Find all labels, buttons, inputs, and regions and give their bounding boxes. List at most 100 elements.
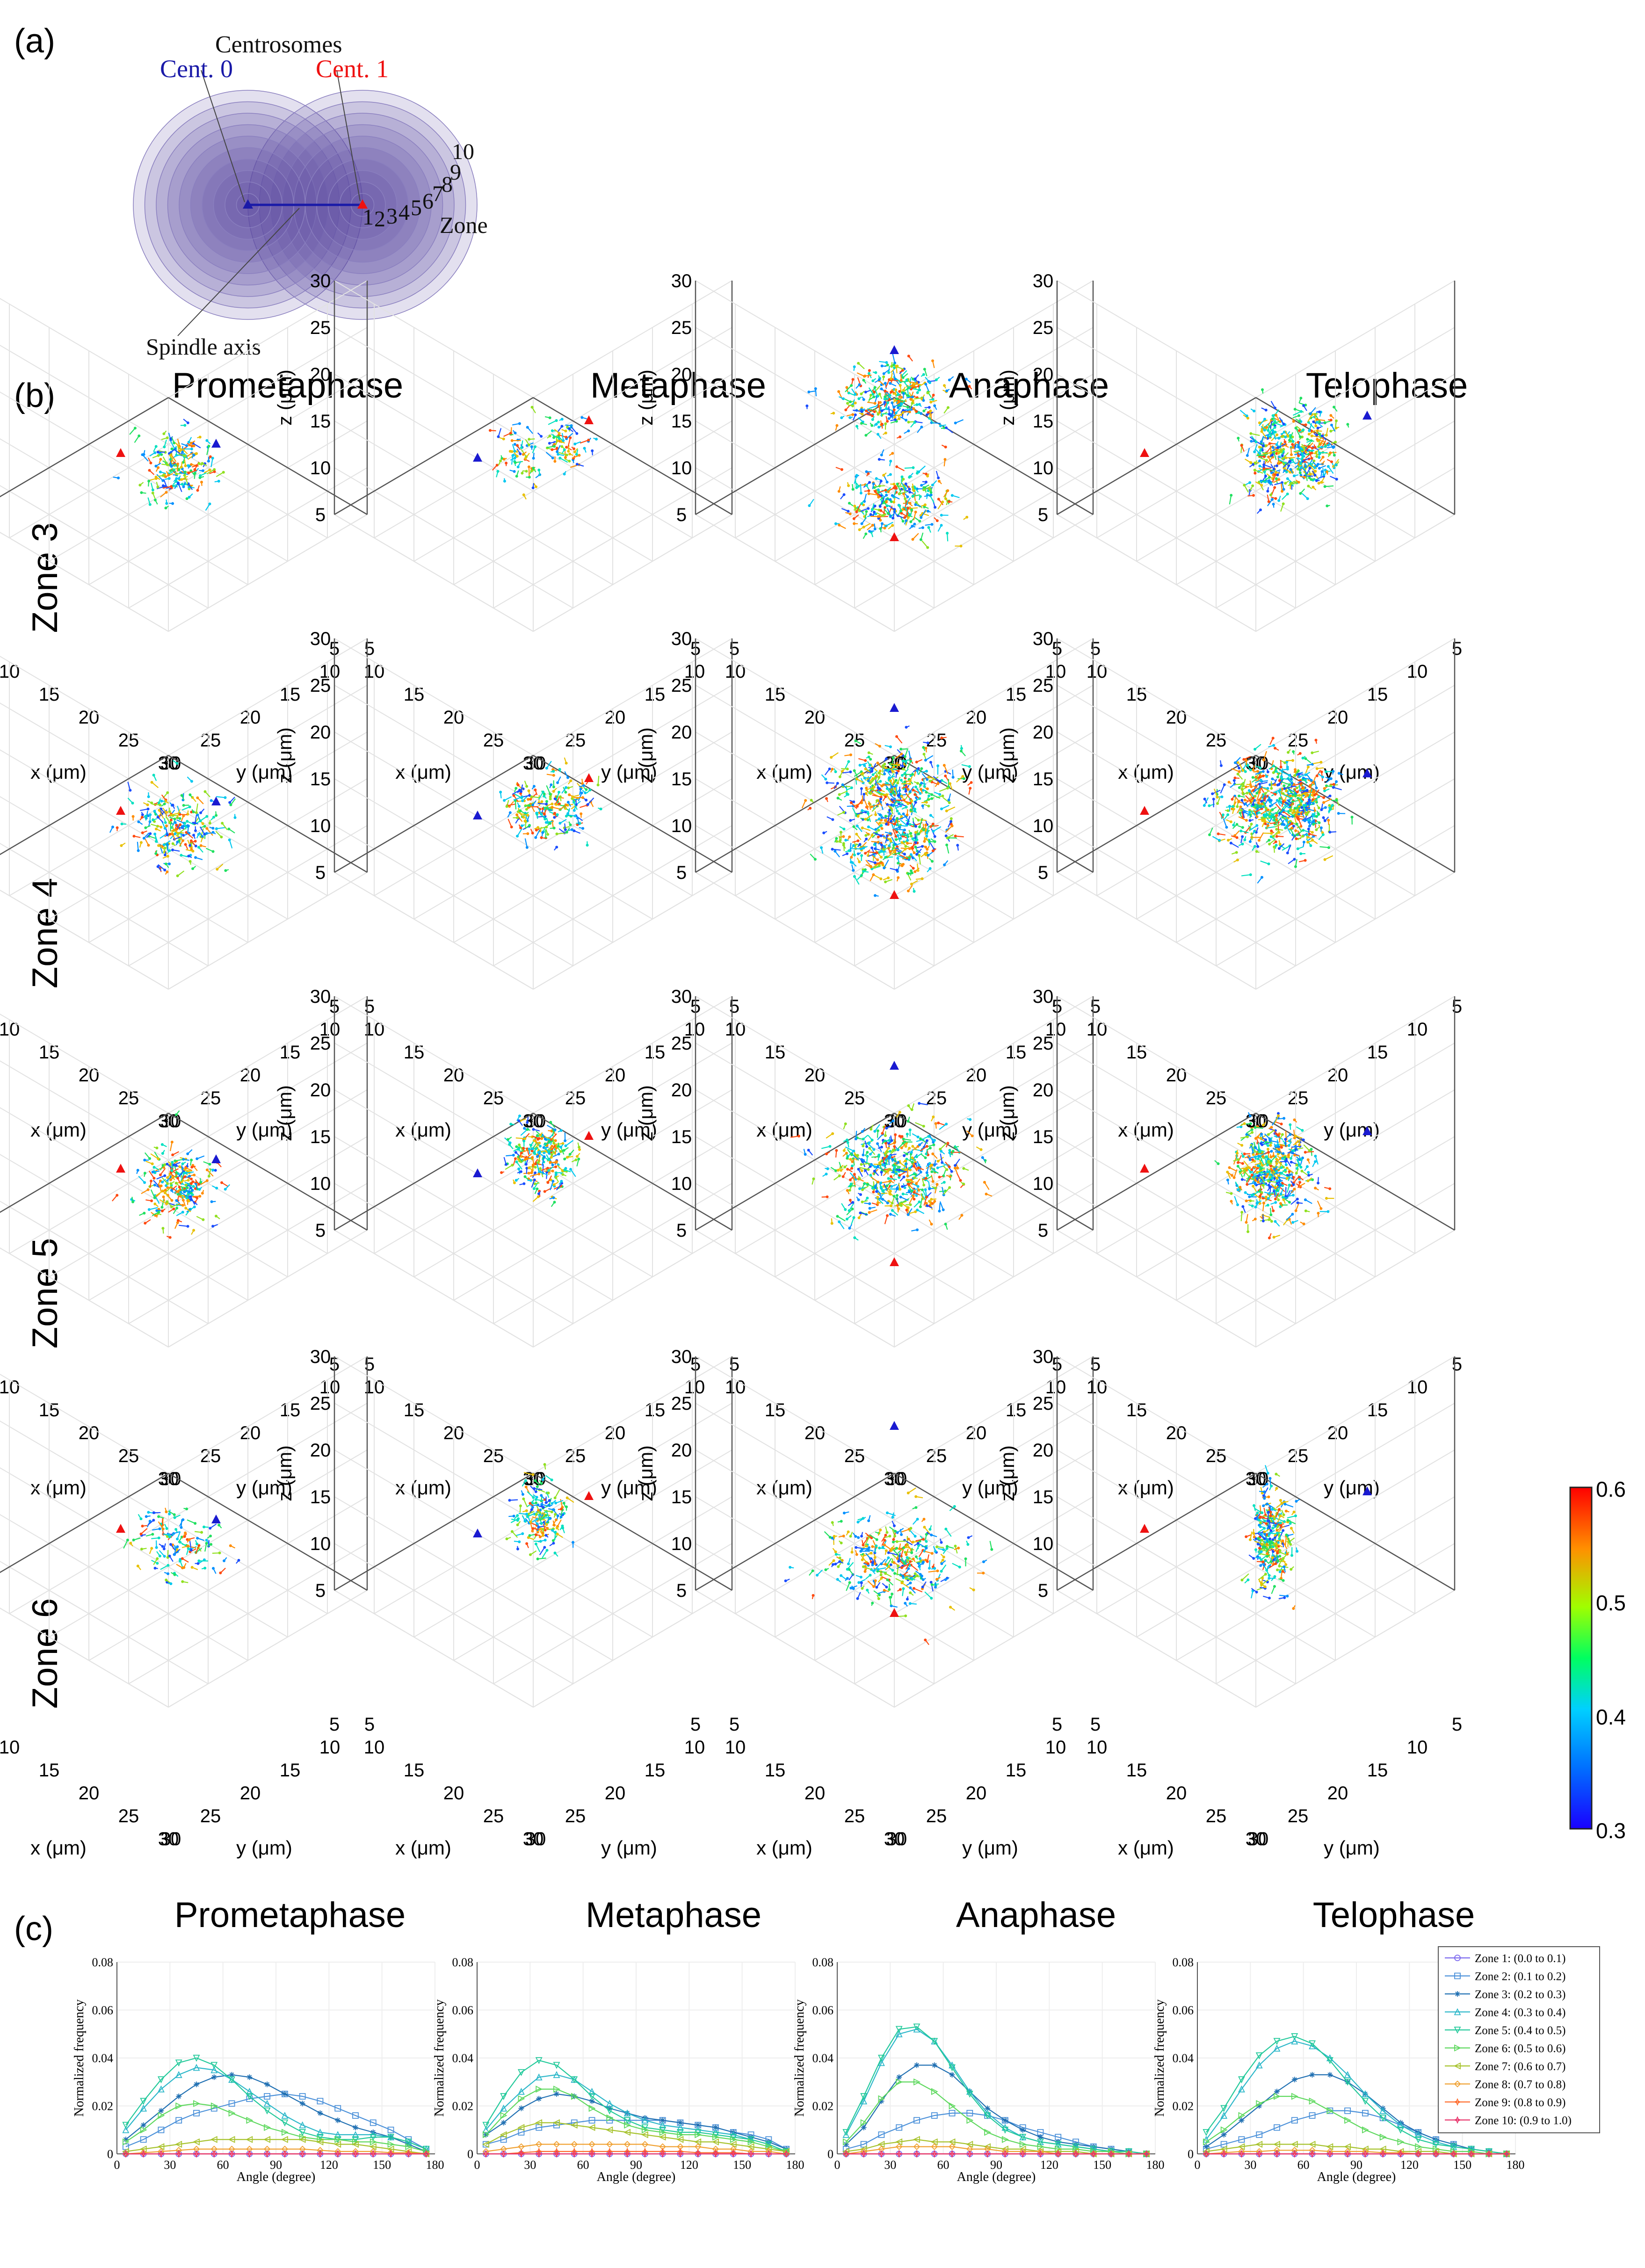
z-tick-label: 30 <box>671 1347 692 1367</box>
data-point <box>861 2124 867 2130</box>
y-tick-label: 10 <box>1407 1737 1428 1758</box>
data-point <box>730 2136 737 2143</box>
data-point <box>1238 2112 1246 2119</box>
data-point <box>281 2111 289 2119</box>
data-point <box>122 2122 130 2129</box>
data-point <box>1454 1972 1461 1979</box>
z-tick-label: 10 <box>671 1174 692 1194</box>
y-axis-label: y (μm) <box>601 761 657 783</box>
z-tick-label: 25 <box>1033 1393 1054 1414</box>
cent1-marker <box>584 773 594 782</box>
data-point <box>482 2131 490 2138</box>
y-tick-label: 20 <box>605 1423 626 1443</box>
data-point <box>966 2109 973 2116</box>
cent0-marker <box>473 1529 482 1537</box>
data-point <box>623 2150 631 2158</box>
z-tick-label: 15 <box>671 1487 692 1507</box>
x-tick-label: 150 <box>733 2158 751 2172</box>
data-point <box>1255 2141 1263 2148</box>
data-point <box>931 2088 938 2095</box>
data-point <box>623 2117 631 2124</box>
series-line <box>845 2026 1147 2155</box>
x-tick-label: 30 <box>1244 2158 1256 2172</box>
y-tick-label: 25 <box>926 1088 947 1109</box>
data-point <box>140 2136 147 2143</box>
plot-3d-axes <box>333 996 733 1231</box>
data-point <box>1273 2147 1281 2154</box>
y-tick-label: 15 <box>1006 1760 1027 1781</box>
data-point <box>422 2150 430 2158</box>
x-axis-label: x (μm) <box>30 1477 87 1499</box>
data-point <box>352 2112 359 2119</box>
data-point <box>949 2064 956 2072</box>
y-tick-label: 25 <box>1288 1446 1309 1466</box>
data-point <box>500 2150 507 2158</box>
y-axis-label: y (μm) <box>601 1477 657 1499</box>
data-point <box>694 2150 702 2158</box>
z-tick-label: 20 <box>1033 1080 1054 1101</box>
data-point <box>175 2071 182 2078</box>
x-tick-label: 180 <box>786 2158 804 2172</box>
z-tick-label: 20 <box>671 1440 692 1461</box>
data-point <box>335 2117 341 2123</box>
x-axis-label: x (μm) <box>30 1837 87 1859</box>
data-point <box>677 2131 684 2138</box>
x-tick-label: 0 <box>1195 2158 1201 2172</box>
cent1-marker <box>584 415 594 424</box>
data-point <box>139 2150 147 2158</box>
data-point <box>554 2091 559 2097</box>
y-tick-label: 20 <box>1327 1065 1348 1086</box>
y-tick-label: 15 <box>1006 1042 1027 1063</box>
x-tick-label: 150 <box>373 2158 391 2172</box>
z-tick-label: 30 <box>1033 986 1054 1007</box>
legend-label: Zone 4: (0.3 to 0.4) <box>1475 2007 1565 2019</box>
z-tick-label: 20 <box>310 1080 331 1101</box>
y-tick-label: 25 <box>1288 1806 1309 1826</box>
data-point <box>948 2150 956 2158</box>
x-tick-label: 90 <box>630 2158 642 2172</box>
colorbar-tick-label: 0.6 <box>1596 1477 1626 1501</box>
plot-3d-gridlines <box>1057 280 1455 632</box>
line-chart: Metaphase 0 0.02 0.04 0.06 0.08 0 30 60 90 120 150 1… <box>432 1895 804 2184</box>
cent1-marker <box>890 1257 899 1266</box>
data-point <box>1414 2130 1422 2138</box>
cent1-marker <box>1140 448 1149 457</box>
z-tick-label: 10 <box>1033 1534 1054 1554</box>
z-axis-label: z (μm) <box>996 370 1018 426</box>
x-tick-label: 90 <box>990 2158 1002 2172</box>
line-chart: Prometaphase 0 0.02 0.04 0.06 0.08 0 30 60 90 120 1… <box>72 1895 444 2184</box>
series-line <box>1206 2036 1507 2155</box>
z-tick-label: 5 <box>676 1220 687 1241</box>
data-point <box>1273 2150 1281 2158</box>
y-axis-label: Normalized frequency <box>792 1999 807 2116</box>
y-tick-label: 10 <box>319 1737 341 1758</box>
x-tick-label: 0 <box>114 2158 120 2172</box>
z-axis-label: z (μm) <box>635 727 657 783</box>
data-point <box>1290 2141 1298 2148</box>
y-tick-label: 5 <box>729 996 739 1017</box>
data-point <box>334 2141 341 2148</box>
data-point <box>140 2122 146 2128</box>
data-point <box>711 2149 720 2157</box>
z-tick-label: 15 <box>1033 1127 1054 1147</box>
y-axis-label: y (μm) <box>962 1477 1018 1499</box>
y-tick-label: 20 <box>605 1065 626 1086</box>
y-tick-label: 0.06 <box>452 2004 474 2017</box>
data-point <box>1344 2079 1351 2086</box>
y-tick-label: 0 <box>1188 2147 1194 2161</box>
y-tick-label: 15 <box>280 1400 301 1420</box>
data-point <box>1273 2141 1280 2148</box>
cent1-marker <box>890 1608 899 1617</box>
data-point <box>1454 2008 1461 2015</box>
zone-label: Zone <box>440 212 488 238</box>
data-point <box>210 2102 218 2109</box>
data-point <box>1326 2150 1334 2158</box>
trajectory-points <box>801 725 973 897</box>
x-tick-label: 10 <box>0 661 20 682</box>
x-tick-label: 15 <box>39 1760 60 1781</box>
data-point <box>140 2126 147 2134</box>
cent0-marker <box>211 439 221 448</box>
z-tick-label: 25 <box>671 1393 692 1414</box>
data-point <box>228 2076 236 2084</box>
data-point <box>1238 2136 1245 2143</box>
